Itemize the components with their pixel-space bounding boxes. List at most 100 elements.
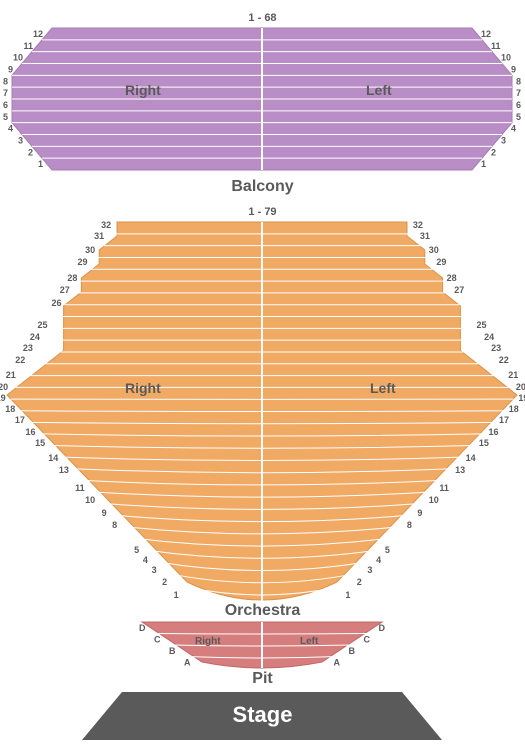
svg-text:30: 30 <box>85 245 95 255</box>
orchestra-right-label: Right <box>125 380 161 396</box>
svg-text:11: 11 <box>439 483 449 493</box>
svg-text:3: 3 <box>501 135 506 145</box>
svg-text:5: 5 <box>134 545 139 555</box>
svg-text:11: 11 <box>23 41 33 51</box>
svg-text:7: 7 <box>516 88 521 98</box>
orchestra-top-range: 1 - 79 <box>0 206 525 218</box>
svg-text:31: 31 <box>94 231 104 241</box>
svg-text:5: 5 <box>385 545 390 555</box>
svg-text:15: 15 <box>479 438 489 448</box>
svg-text:3: 3 <box>18 135 23 145</box>
svg-text:20: 20 <box>0 382 8 392</box>
balcony-left-label: Left <box>366 82 392 98</box>
svg-text:14: 14 <box>466 453 476 463</box>
svg-text:12: 12 <box>33 29 43 39</box>
svg-text:2: 2 <box>357 577 362 587</box>
svg-text:5: 5 <box>516 112 521 122</box>
svg-text:27: 27 <box>60 285 70 295</box>
balcony-right-label: Right <box>125 82 161 98</box>
balcony-top-range: 1 - 68 <box>0 12 525 24</box>
svg-text:26: 26 <box>51 298 61 308</box>
svg-text:5: 5 <box>3 112 8 122</box>
svg-text:A: A <box>184 657 191 667</box>
svg-text:1: 1 <box>481 159 486 169</box>
svg-text:10: 10 <box>429 495 439 505</box>
orchestra-left-label: Left <box>370 380 396 396</box>
pit-label: Pit <box>0 670 525 688</box>
svg-text:16: 16 <box>489 427 499 437</box>
svg-text:B: B <box>169 646 176 656</box>
svg-text:22: 22 <box>15 355 25 365</box>
svg-text:4: 4 <box>511 124 516 134</box>
svg-text:8: 8 <box>3 76 8 86</box>
svg-text:18: 18 <box>5 404 15 414</box>
svg-text:2: 2 <box>162 577 167 587</box>
svg-text:23: 23 <box>23 343 33 353</box>
svg-text:8: 8 <box>407 520 412 530</box>
svg-text:7: 7 <box>3 88 8 98</box>
svg-text:32: 32 <box>413 220 423 230</box>
svg-text:19: 19 <box>518 393 525 403</box>
pit-left-label: Left <box>300 636 318 647</box>
svg-text:D: D <box>379 623 386 633</box>
svg-text:31: 31 <box>420 231 430 241</box>
svg-text:8: 8 <box>112 520 117 530</box>
svg-text:4: 4 <box>376 555 381 565</box>
svg-text:25: 25 <box>37 320 47 330</box>
svg-text:24: 24 <box>30 332 40 342</box>
svg-text:29: 29 <box>78 257 88 267</box>
svg-text:11: 11 <box>75 483 85 493</box>
svg-text:1: 1 <box>345 590 350 600</box>
svg-text:32: 32 <box>101 220 111 230</box>
svg-text:B: B <box>349 646 356 656</box>
svg-text:28: 28 <box>67 273 77 283</box>
svg-text:17: 17 <box>499 415 509 425</box>
svg-text:11: 11 <box>491 41 501 51</box>
svg-text:C: C <box>154 634 161 644</box>
svg-text:9: 9 <box>102 508 107 518</box>
svg-text:12: 12 <box>481 29 491 39</box>
svg-text:9: 9 <box>8 64 13 74</box>
svg-text:A: A <box>334 657 341 667</box>
svg-text:27: 27 <box>454 285 464 295</box>
svg-text:10: 10 <box>85 495 95 505</box>
svg-text:18: 18 <box>509 404 519 414</box>
svg-text:9: 9 <box>511 64 516 74</box>
svg-text:8: 8 <box>516 76 521 86</box>
pit-right-label: Right <box>195 636 221 647</box>
svg-text:20: 20 <box>516 382 525 392</box>
svg-text:9: 9 <box>417 508 422 518</box>
svg-text:6: 6 <box>516 100 521 110</box>
stage-label: Stage <box>0 702 525 728</box>
svg-text:16: 16 <box>25 427 35 437</box>
svg-text:2: 2 <box>28 147 33 157</box>
svg-text:15: 15 <box>35 438 45 448</box>
svg-text:30: 30 <box>429 245 439 255</box>
svg-text:C: C <box>364 634 371 644</box>
orchestra-label: Orchestra <box>0 602 525 620</box>
balcony-label: Balcony <box>0 178 525 196</box>
svg-text:10: 10 <box>13 53 23 63</box>
svg-text:17: 17 <box>15 415 25 425</box>
svg-text:14: 14 <box>48 453 58 463</box>
svg-text:4: 4 <box>8 124 13 134</box>
svg-text:25: 25 <box>476 320 486 330</box>
svg-text:21: 21 <box>508 370 518 380</box>
svg-text:1: 1 <box>38 159 43 169</box>
svg-text:D: D <box>139 623 146 633</box>
svg-text:23: 23 <box>491 343 501 353</box>
svg-text:2: 2 <box>491 147 496 157</box>
seating-chart: 1212111110109988776655443322113231302928… <box>0 0 525 750</box>
svg-text:3: 3 <box>367 565 372 575</box>
svg-text:24: 24 <box>484 332 494 342</box>
svg-text:6: 6 <box>3 100 8 110</box>
svg-text:19: 19 <box>0 393 6 403</box>
svg-text:13: 13 <box>59 465 69 475</box>
svg-text:10: 10 <box>501 53 511 63</box>
svg-text:29: 29 <box>436 257 446 267</box>
svg-text:3: 3 <box>152 565 157 575</box>
svg-text:22: 22 <box>499 355 509 365</box>
svg-text:28: 28 <box>447 273 457 283</box>
svg-text:21: 21 <box>6 370 16 380</box>
svg-text:1: 1 <box>174 590 179 600</box>
